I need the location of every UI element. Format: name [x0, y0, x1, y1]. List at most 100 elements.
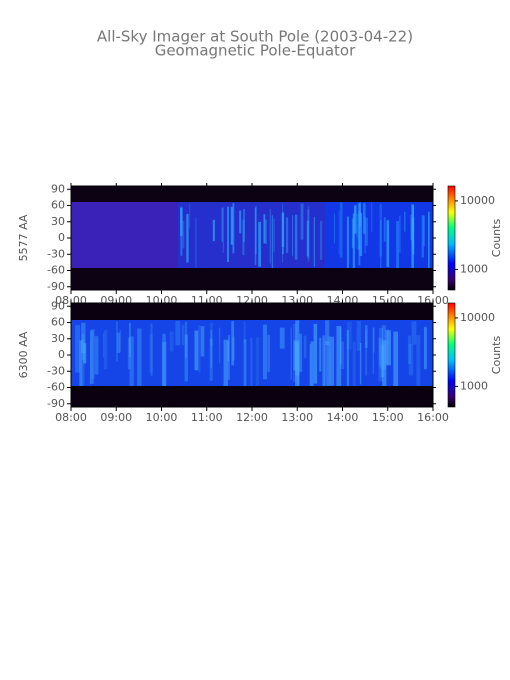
keogram-streak: [364, 216, 366, 254]
keogram-streak: [356, 213, 359, 238]
keogram-streak: [129, 336, 134, 386]
keogram-streak: [300, 203, 304, 240]
keogram-streak: [279, 327, 285, 349]
keogram-streak: [232, 203, 235, 254]
y-axis-label: 5577 AA: [17, 214, 30, 261]
keogram-streak: [103, 332, 105, 358]
y-tick-label: -30: [47, 247, 65, 260]
keogram-streak: [128, 322, 131, 358]
keogram-streak: [149, 334, 153, 373]
keogram-streak: [254, 207, 257, 265]
keogram-streak: [307, 209, 310, 259]
x-tick-label: 16:00: [417, 411, 449, 424]
keogram-streak: [273, 218, 275, 252]
keogram-streak: [181, 324, 185, 345]
keogram-streak: [411, 217, 415, 255]
keogram-image: [71, 186, 433, 290]
keogram-streak: [359, 212, 363, 257]
keogram-streak: [309, 344, 312, 386]
keogram-streak: [340, 341, 345, 370]
keogram-streak: [243, 339, 247, 386]
keogram-streak: [227, 340, 229, 362]
keogram-streak: [242, 219, 245, 256]
keogram-streak: [423, 215, 425, 246]
colorbar-label: Counts: [490, 219, 503, 258]
keogram-streak: [255, 206, 257, 255]
keogram-streak: [184, 321, 188, 358]
keogram-streak: [352, 341, 356, 386]
keogram-streak: [239, 210, 242, 234]
keogram-streak: [290, 327, 292, 380]
y-tick-label: 0: [58, 348, 65, 361]
keogram-streak: [313, 217, 316, 267]
keogram-streak: [83, 343, 87, 364]
keogram-streak: [286, 217, 289, 254]
colorbar-label: Counts: [490, 336, 503, 375]
keogram-streak: [200, 326, 205, 357]
keogram-streak: [306, 220, 309, 257]
keogram-streak: [94, 336, 99, 375]
keogram-band: [325, 202, 433, 268]
x-tick-label: 10:00: [146, 411, 178, 424]
keogram-streak: [90, 329, 95, 379]
keogram-streak: [333, 213, 336, 244]
keogram-streak: [264, 219, 267, 244]
keogram-streak: [416, 335, 421, 386]
keogram-streak: [195, 218, 197, 268]
keogram-streak: [227, 206, 229, 263]
keogram-streak: [423, 326, 427, 370]
y-tick-label: 90: [51, 182, 65, 195]
colorbar-tick-label: 10000: [460, 311, 495, 324]
keogram-streak: [243, 321, 246, 344]
keogram-streak: [428, 211, 430, 268]
keogram-streak: [372, 327, 375, 353]
keogram-streak: [365, 217, 368, 246]
keogram-streak: [182, 220, 185, 249]
keogram-streak: [346, 330, 350, 386]
keogram-streak: [180, 207, 183, 236]
keogram-streak: [327, 336, 331, 386]
y-axis-label: 6300 AA: [17, 331, 30, 378]
colorbar-tick-label: 1000: [460, 379, 488, 392]
keogram-streak: [378, 338, 383, 382]
keogram-streak: [250, 337, 253, 386]
keogram-streak: [292, 324, 297, 382]
keogram-streak: [137, 328, 142, 386]
keogram-streak: [169, 331, 174, 352]
keogram-streak: [399, 215, 401, 253]
keogram-streak: [75, 325, 81, 373]
keogram-streak: [186, 214, 189, 263]
keogram-streak: [352, 219, 354, 249]
y-tick-label: 60: [51, 199, 65, 212]
keogram-image: [71, 303, 433, 407]
keogram-band: [71, 202, 178, 268]
keogram-streak: [267, 334, 270, 373]
y-tick-label: 30: [51, 215, 65, 228]
keogram-streak: [231, 321, 235, 366]
keogram-streak: [396, 221, 399, 268]
keogram-streak: [351, 218, 354, 248]
keogram-streak: [411, 204, 412, 241]
keogram-streak: [218, 327, 221, 364]
keogram-streak: [365, 331, 367, 376]
keogram-streak: [393, 331, 399, 386]
keogram-streak: [180, 206, 183, 256]
keogram-streak: [378, 327, 384, 368]
keogram-streak: [189, 203, 191, 228]
x-tick-label: 11:00: [191, 411, 223, 424]
keogram-streak: [181, 210, 182, 234]
keogram-streak: [319, 220, 323, 260]
x-tick-label: 12:00: [236, 411, 268, 424]
keogram-streak: [221, 207, 224, 242]
keogram-streak: [310, 341, 314, 386]
colorbar: [447, 185, 456, 291]
keogram-streak: [346, 321, 352, 350]
keogram-streak: [407, 335, 412, 364]
x-tick-label: 09:00: [100, 411, 132, 424]
keogram-streak: [355, 204, 357, 249]
keogram-streak: [81, 322, 86, 353]
keogram-streak: [295, 320, 300, 376]
keogram-streak: [383, 217, 386, 242]
keogram-band: [71, 320, 433, 386]
keogram-streak: [380, 220, 382, 268]
